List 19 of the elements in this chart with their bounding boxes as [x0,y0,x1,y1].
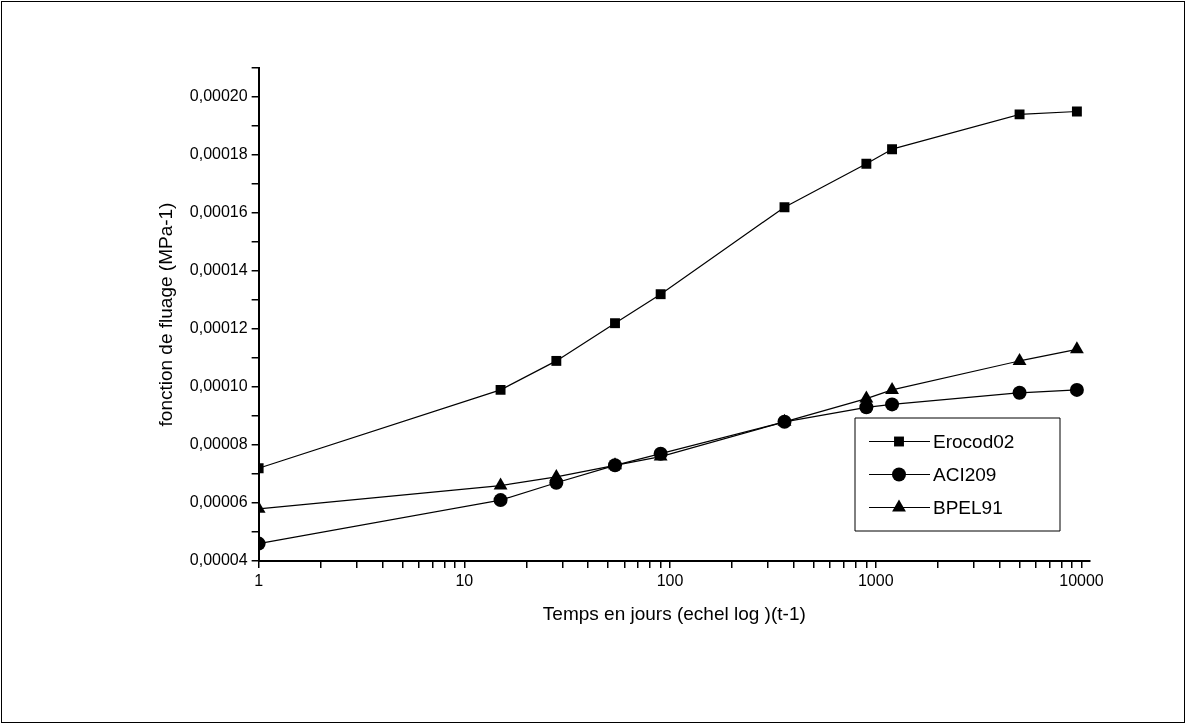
y-tick-label: 0,00016 [189,203,248,221]
legend-label: Erocod02 [933,430,1015,452]
y-tick-label: 0,00012 [189,319,248,337]
x-axis-title: Temps en jours (echel log )(t-1) [542,602,806,624]
y-axis-title: fonction de fluage (MPa-1) [154,202,176,427]
x-tick-label: 1 [254,572,264,590]
y-tick-label: 0,00014 [189,261,248,279]
y-tick-label: 0,00020 [189,87,248,105]
y-tick-label: 0,00018 [189,145,248,163]
x-tick-label: 10 [455,572,474,590]
x-tick-label: 100 [656,572,684,590]
x-tick-label: 1000 [857,572,894,590]
y-tick-label: 0,00006 [189,493,248,511]
y-tick-label: 0,00008 [189,435,248,453]
legend-label: ACI209 [933,463,997,485]
x-tick-label: 10000 [1059,572,1104,590]
legend-label: BPEL91 [933,496,1003,518]
y-tick-label: 0,00010 [189,377,248,395]
y-tick-label: 0,00004 [189,551,248,569]
